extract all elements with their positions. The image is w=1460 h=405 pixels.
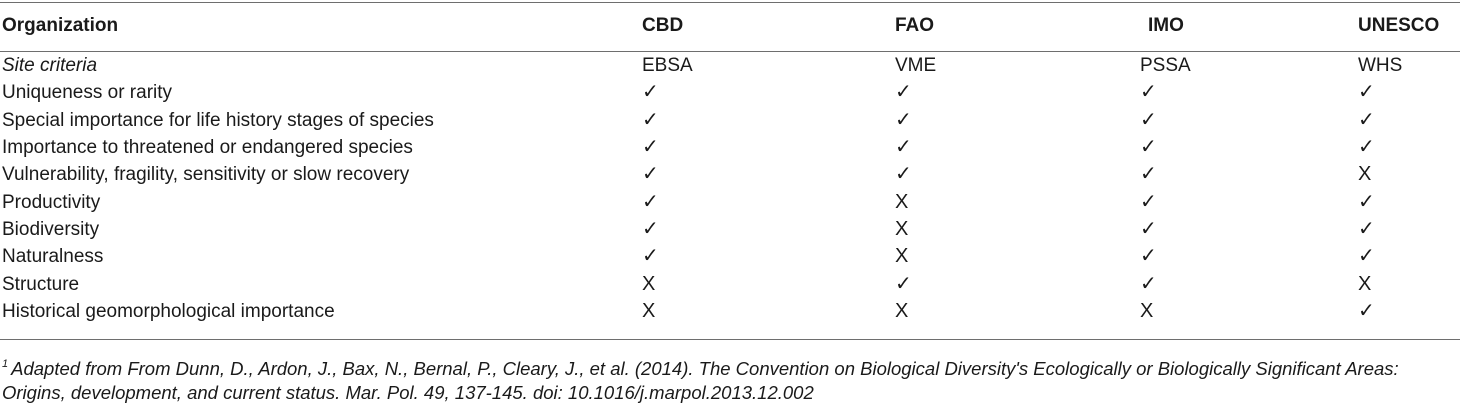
header-imo: IMO [1148, 15, 1184, 36]
cell-cbd: ✓ [642, 163, 659, 186]
cell-cbd: ✓ [642, 81, 659, 104]
table-row: Uniqueness or rarity ✓ ✓ ✓ ✓ [0, 79, 1460, 106]
cell-imo: ✓ [1140, 190, 1157, 213]
row-label: Importance to threatened or endangered s… [2, 137, 413, 159]
row-label: Uniqueness or rarity [2, 82, 173, 104]
table-row: Vulnerability, fragility, sensitivity or… [0, 161, 1460, 188]
cell-imo: ✓ [1140, 81, 1157, 104]
row-label: Naturalness [2, 246, 104, 268]
table-row: Productivity ✓ X ✓ ✓ [0, 188, 1460, 215]
header-cbd: CBD [642, 15, 684, 36]
site-criteria-table: Organization CBD FAO IMO UNESCO Site cri… [0, 0, 1460, 325]
row-label: Structure [2, 273, 80, 295]
cell-imo: ✓ [1140, 163, 1157, 186]
cell-fao: ✓ [895, 272, 912, 295]
row-label: Site criteria [2, 55, 98, 77]
cell-cbd: ✓ [642, 245, 659, 268]
cell-cbd: ✓ [642, 217, 659, 240]
table-row: Special importance for life history stag… [0, 107, 1460, 134]
cell-fao: X [895, 245, 909, 268]
cell-imo: PSSA [1140, 55, 1191, 77]
bottom-rule [0, 339, 1460, 340]
header-organization: Organization [2, 15, 119, 36]
row-label: Biodiversity [2, 218, 100, 240]
cell-imo: ✓ [1140, 217, 1157, 240]
table-footnote: 1 Adapted from From Dunn, D., Ardon, J., … [2, 352, 1458, 405]
cell-cbd: ✓ [642, 108, 659, 131]
table-row: Naturalness ✓ X ✓ ✓ [0, 243, 1460, 270]
cell-unesco: ✓ [1358, 108, 1375, 131]
table-row: Importance to threatened or endangered s… [0, 134, 1460, 161]
cell-fao: ✓ [895, 163, 912, 186]
cell-cbd: X [642, 272, 656, 295]
site-criteria-row: Site criteria EBSA VME PSSA WHS [0, 52, 1460, 79]
footnote-text: Adapted from From Dunn, D., Ardon, J., B… [2, 358, 1399, 403]
cell-cbd: ✓ [642, 136, 659, 159]
table-row: Biodiversity ✓ X ✓ ✓ [0, 216, 1460, 243]
cell-fao: X [895, 217, 909, 240]
cell-unesco: ✓ [1358, 245, 1375, 268]
header-fao: FAO [895, 15, 935, 36]
table-row: Historical geomorphological importance X… [0, 298, 1460, 325]
cell-fao: VME [895, 55, 937, 77]
cell-unesco: WHS [1358, 55, 1403, 77]
top-rule [0, 2, 1460, 3]
cell-fao: ✓ [895, 108, 912, 131]
header-rule [0, 51, 1460, 52]
cell-fao: ✓ [895, 136, 912, 159]
cell-unesco: ✓ [1358, 217, 1375, 240]
cell-unesco: ✓ [1358, 81, 1375, 104]
row-label: Special importance for life history stag… [2, 109, 434, 131]
row-label: Historical geomorphological importance [2, 300, 335, 322]
cell-imo: ✓ [1140, 272, 1157, 295]
cell-cbd: X [642, 299, 656, 322]
footnote-marker: 1 [2, 358, 9, 370]
header-unesco: UNESCO [1358, 15, 1440, 36]
row-label: Vulnerability, fragility, sensitivity or… [2, 164, 410, 186]
cell-cbd: EBSA [642, 55, 693, 77]
table-row: Structure X ✓ ✓ X [0, 270, 1460, 297]
cell-cbd: ✓ [642, 190, 659, 213]
cell-imo: ✓ [1140, 108, 1157, 131]
cell-unesco: X [1358, 272, 1372, 295]
cell-unesco: ✓ [1358, 190, 1375, 213]
cell-unesco: ✓ [1358, 136, 1375, 159]
row-label: Productivity [2, 191, 101, 213]
cell-imo: X [1140, 299, 1154, 322]
cell-imo: ✓ [1140, 136, 1157, 159]
cell-fao: ✓ [895, 81, 912, 104]
cell-unesco: ✓ [1358, 299, 1375, 322]
cell-fao: X [895, 299, 909, 322]
header-row: Organization CBD FAO IMO UNESCO [0, 0, 1460, 52]
cell-imo: ✓ [1140, 245, 1157, 268]
cell-unesco: X [1358, 163, 1372, 186]
cell-fao: X [895, 190, 909, 213]
